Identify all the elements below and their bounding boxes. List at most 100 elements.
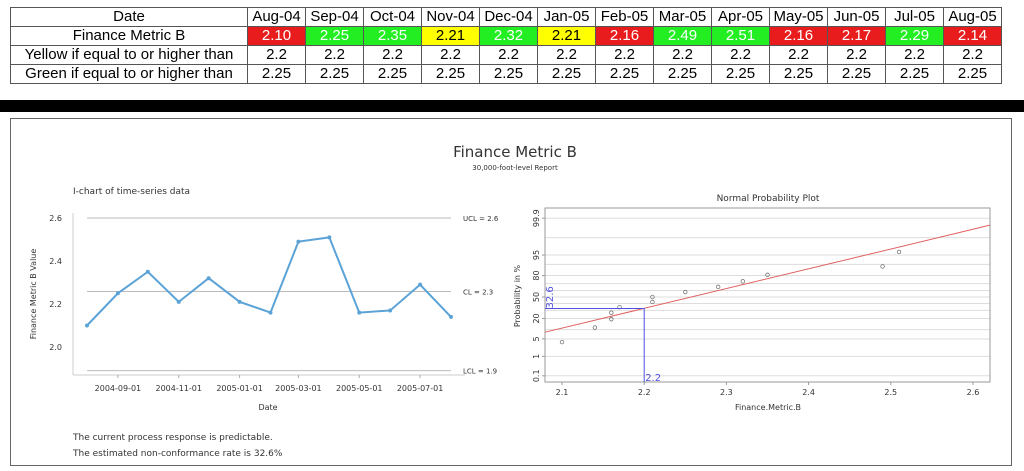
npp-reference-y-label: 32.6 [545,286,556,308]
ichart-point [388,308,393,313]
metric-row-cell: 2.21 [421,26,480,46]
ichart-point [145,269,150,274]
footer-nonconformance: The estimated non-conformance rate is 32… [72,449,283,459]
ichart-xlabel: Date [258,403,277,412]
npp-ytick: 99.9 [532,209,541,227]
npp-point [559,339,565,345]
npp-xtick: 2.4 [802,388,815,397]
metric-row-cell: 2.49 [653,26,712,46]
npp-ytick: 95 [532,250,541,260]
npp-reference-line [545,308,645,382]
npp-plot-frame [544,207,991,383]
npp-point [880,264,885,269]
green-threshold-row-cell: 2.25 [943,64,1002,84]
ichart-ytick: 2.0 [49,343,62,352]
npp-point [592,325,598,330]
ichart-point [115,291,120,296]
npp-xtick: 2.2 [638,388,651,397]
metric-row-cell: 2.25 [305,26,364,46]
npp-point [683,289,688,295]
finance-metric-table: Date Aug-04 Sep-04 Oct-04 Nov-04 Dec-04 Jan-05… [10,7,1002,84]
npp-ytick: 0.1 [532,369,541,382]
ichart-point [327,235,332,240]
npp-ytick: 1 [532,354,541,359]
npp-point [650,294,655,300]
npp-point [896,249,902,255]
npp-xtick: 2.3 [720,388,733,397]
date-row-cell: Dec-04 [479,7,538,27]
date-row-cell: Jul-05 [885,7,944,27]
ichart-point [449,314,453,319]
green-threshold-row-cell: 2.25 [479,64,538,84]
green-threshold-row-label: Green if equal to or higher than [10,64,248,84]
ichart-point [176,299,181,304]
ichart-xtick: 2005-05-01 [336,384,383,393]
npp-point [765,272,770,277]
npp-title: Normal Probability Plot [717,194,820,204]
report-subtitle: 30,000-foot-level Report [472,164,558,172]
npp-xlabel: Finance.Metric.B [735,403,801,412]
ichart-ytick: 2.4 [49,257,62,266]
npp-ytick: 50 [532,292,541,302]
green-threshold-row-cell: 2.25 [363,64,422,84]
metric-row-cell: 2.16 [595,26,654,46]
npp-ytick: 20 [532,313,541,323]
date-row: Date Aug-04 Sep-04 Oct-04 Nov-04 Dec-04 Jan-05… [10,7,1002,27]
green-threshold-row-cell: 2.25 [595,64,654,84]
green-threshold-row-cell: 2.25 [885,64,944,84]
ichart-point [237,299,242,304]
ichart-control-label: LCL = 1.9 [463,368,497,376]
date-row-cell: Nov-04 [421,7,480,27]
npp-point [650,299,655,305]
npp-xtick: 2.6 [967,388,980,397]
ichart-ytick: 2.2 [49,300,62,309]
ichart-point [268,310,273,315]
ichart-xtick: 2004-09-01 [95,384,142,393]
npp-point [609,310,614,315]
yellow-threshold-row-cell: 2.2 [537,45,596,65]
green-threshold-row-cell: 2.25 [305,64,364,84]
green-threshold-row-cell: 2.25 [421,64,480,84]
ichart-xtick: 2005-01-01 [216,384,263,393]
ichart-title: I-chart of time-series data [73,187,190,197]
npp-xtick: 2.1 [556,388,569,397]
npp-point [740,279,745,284]
ichart-ytick: 2.6 [49,214,62,223]
yellow-threshold-row-cell: 2.2 [943,45,1002,65]
ichart-ylabel: Finance Metric B Value [29,249,38,340]
ichart-point [418,282,423,287]
ichart-xtick: 2005-03-01 [275,384,322,393]
npp-xtick: 2.5 [884,388,897,397]
ichart-xtick: 2004-11-01 [155,384,202,393]
ichart-point [296,239,301,244]
yellow-threshold-row-cell: 2.2 [247,45,306,65]
green-threshold-row-cell: 2.25 [247,64,306,84]
ichart-control-label: CL = 2.3 [463,289,493,297]
metric-row-cell: 2.35 [363,26,422,46]
yellow-threshold-row-cell: 2.2 [363,45,422,65]
date-row-cell: Apr-05 [711,7,770,27]
ichart-point [85,323,89,328]
ichart-control-label: UCL = 2.6 [463,215,499,223]
npp-reference-x-label: 2.2 [645,373,661,384]
green-threshold-row-cell: 2.25 [827,64,886,84]
npp-fit-line [544,224,991,333]
npp-point [609,317,614,322]
npp-ylabel: Probability in % [513,264,522,327]
green-threshold-row-cell: 2.25 [653,64,712,84]
metric-row-cell: 2.17 [827,26,886,46]
yellow-threshold-row: Yellow if equal to or higher than 2.2 2.2 2… [10,45,1002,65]
npp-ytick: 5 [532,336,541,341]
report-title: Finance Metric B [453,143,577,161]
date-row-cell: Aug-05 [943,7,1002,27]
npp-point [716,284,721,290]
green-threshold-row-cell: 2.25 [769,64,828,84]
green-threshold-row: Green if equal to or higher than 2.25 2.25… [10,64,1002,84]
ichart-point [357,310,362,315]
separator-bar [0,100,1024,112]
report-panel [10,118,1012,466]
green-threshold-row-cell: 2.25 [537,64,596,84]
ichart-point [206,276,211,281]
yellow-threshold-row-cell: 2.2 [421,45,480,65]
